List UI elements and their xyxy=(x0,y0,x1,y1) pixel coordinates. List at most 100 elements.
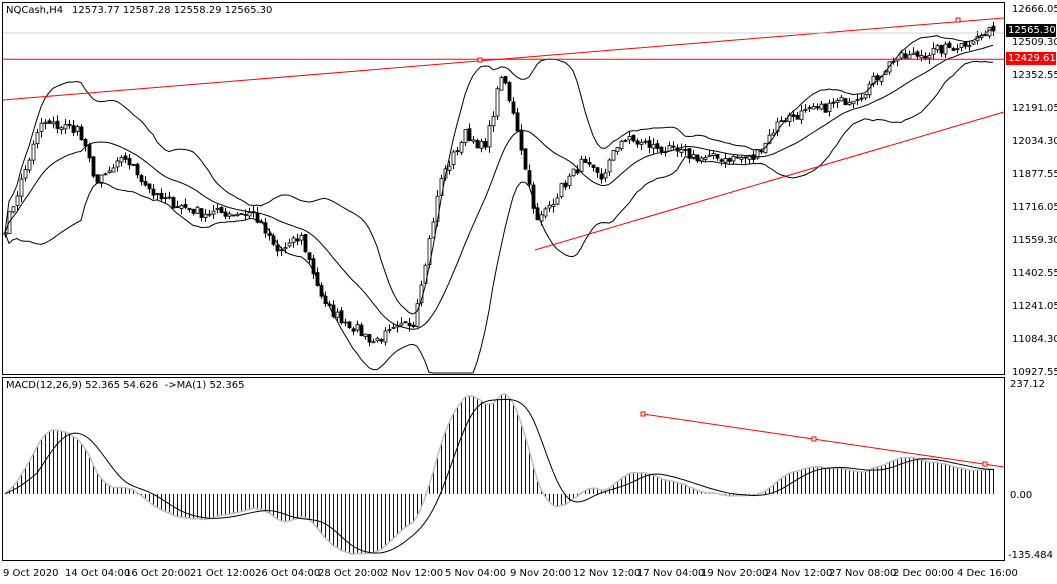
bollinger-upper xyxy=(4,27,994,315)
candle-body xyxy=(671,145,676,148)
candle-body xyxy=(483,140,488,148)
candle-body xyxy=(751,154,756,160)
candle-body xyxy=(811,106,816,110)
candle-body xyxy=(459,142,464,153)
price-axis-label: 11241.05 xyxy=(1012,301,1057,312)
candle-body xyxy=(667,145,672,152)
candle-body xyxy=(575,169,580,174)
macd-label: MACD(12,26,9) 52.365 54.626 ->MA(1) 52.3… xyxy=(6,380,245,391)
candle-body xyxy=(819,103,824,110)
price-pane-border xyxy=(2,2,1005,375)
candle-body xyxy=(715,154,720,159)
candle-body xyxy=(75,126,80,132)
candle-body xyxy=(647,140,652,148)
candle-body xyxy=(35,132,40,145)
candle-body xyxy=(571,168,576,177)
candle-body xyxy=(499,77,504,91)
candle-body xyxy=(179,205,184,209)
candle-body xyxy=(51,121,56,125)
candle-body xyxy=(803,109,808,111)
trendline-anchor xyxy=(477,57,483,63)
candle-body xyxy=(95,174,100,184)
candle-body xyxy=(863,94,868,99)
candle-body xyxy=(455,150,460,153)
candle-body xyxy=(279,249,284,252)
candle-body xyxy=(407,322,412,327)
time-axis-label: 28 Oct 20:00 xyxy=(318,568,384,579)
candle-body xyxy=(723,158,728,163)
candle-body xyxy=(795,115,800,120)
candle-body xyxy=(319,284,324,297)
candle-body xyxy=(519,129,524,151)
candle-body xyxy=(63,124,68,130)
candle-body xyxy=(839,96,844,102)
time-axis-label: 9 Oct 2020 xyxy=(3,568,59,579)
candle-body xyxy=(243,214,248,216)
candle-body xyxy=(651,143,656,149)
macd-ma-line xyxy=(4,392,994,556)
time-axis-label: 21 Oct 12:00 xyxy=(190,568,256,579)
support-trendline xyxy=(534,111,1005,251)
macd-pane[interactable] xyxy=(4,392,1005,556)
candle-body xyxy=(103,173,108,176)
time-axis-label: 5 Nov 04:00 xyxy=(445,568,507,579)
candle-body xyxy=(383,330,388,343)
candle-body xyxy=(211,210,216,215)
price-axis-label: 12352.55 xyxy=(1012,70,1057,81)
time-axis-label: 24 Nov 12:00 xyxy=(765,568,833,579)
candle-body xyxy=(923,55,928,59)
candle-body xyxy=(919,55,924,59)
candle-body xyxy=(15,195,20,206)
candle-body xyxy=(83,139,88,147)
candle-body xyxy=(635,140,640,145)
candle-body xyxy=(679,149,684,153)
candle-body xyxy=(555,197,560,205)
candle-body xyxy=(551,204,556,207)
candle-body xyxy=(479,140,484,149)
candle-body xyxy=(855,99,860,101)
candle-body xyxy=(71,125,76,134)
candle-body xyxy=(471,139,476,142)
candle-body xyxy=(403,321,408,324)
candle-body xyxy=(343,321,348,324)
candle-body xyxy=(931,47,936,55)
candle-body xyxy=(495,88,500,117)
candle-body xyxy=(911,52,916,56)
candle-body xyxy=(583,158,588,163)
candle-body xyxy=(431,221,436,239)
candle-body xyxy=(731,155,736,162)
candle-body xyxy=(131,164,136,166)
candle-body xyxy=(683,148,688,151)
candle-body xyxy=(227,213,232,217)
candle-body xyxy=(527,170,532,185)
macd-axis-bottom: -135.484 xyxy=(1008,550,1053,561)
candle-body xyxy=(215,208,220,211)
candle-body xyxy=(595,167,600,173)
candle-body xyxy=(335,311,340,318)
candle-body xyxy=(599,173,604,180)
candle-body xyxy=(767,134,772,144)
candle-body xyxy=(835,100,840,103)
candle-body xyxy=(611,150,616,161)
time-axis-label: 4 Dec 16:00 xyxy=(957,568,1018,579)
candle-body xyxy=(531,184,536,209)
candle-body xyxy=(79,126,84,141)
candle-body xyxy=(183,203,188,208)
candle-body xyxy=(559,183,564,198)
candle-body xyxy=(631,134,636,142)
candle-body xyxy=(339,310,344,324)
price-axis-label: 12034.30 xyxy=(1012,136,1057,147)
time-axis-label: 9 Nov 20:00 xyxy=(510,568,572,579)
price-pane[interactable] xyxy=(2,17,1005,374)
candle-body xyxy=(967,45,972,48)
candle-body xyxy=(759,150,764,153)
candle-body xyxy=(747,154,752,160)
candle-body xyxy=(627,136,632,141)
candle-body xyxy=(311,258,316,275)
candle-body xyxy=(587,161,592,165)
candle-body xyxy=(463,129,468,144)
candle-body xyxy=(387,328,392,331)
candle-body xyxy=(27,159,32,171)
